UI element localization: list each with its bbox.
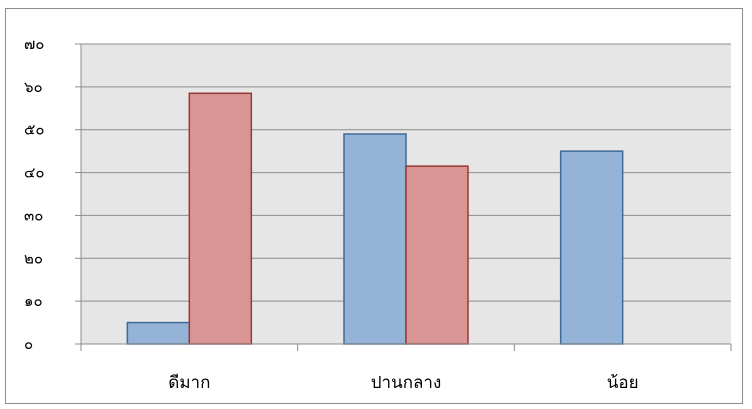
y-tick-label: ๑๐: [24, 292, 43, 310]
bar-series-1-1: [126, 321, 191, 345]
bar-series-2-2: [405, 165, 469, 345]
y-tick-label: ๒๐: [24, 249, 43, 267]
y-axis: ๐ ๑๐ ๒๐ ๓๐ ๔๐ ๕๐ ๖๐ ๗๐: [24, 35, 82, 353]
bars: [126, 92, 624, 345]
x-category-label: ดีมาก: [168, 373, 210, 393]
y-tick-label: ๐: [24, 335, 33, 353]
y-tick-label: ๓๐: [24, 206, 43, 224]
y-tick-label: ๕๐: [24, 121, 45, 139]
y-tick-label: ๖๐: [24, 78, 43, 96]
bar-series-1-2: [343, 133, 407, 345]
x-category-label: ปานกลาง: [371, 373, 442, 393]
x-category-label: น้อย: [607, 373, 639, 393]
y-tick-label: ๔๐: [24, 164, 45, 182]
bar-series-2-1: [188, 92, 253, 345]
x-axis: ดีมาก ปานกลาง น้อย: [80, 343, 732, 393]
bar-series-1-3: [559, 150, 624, 345]
y-tick-label: ๗๐: [24, 35, 44, 53]
